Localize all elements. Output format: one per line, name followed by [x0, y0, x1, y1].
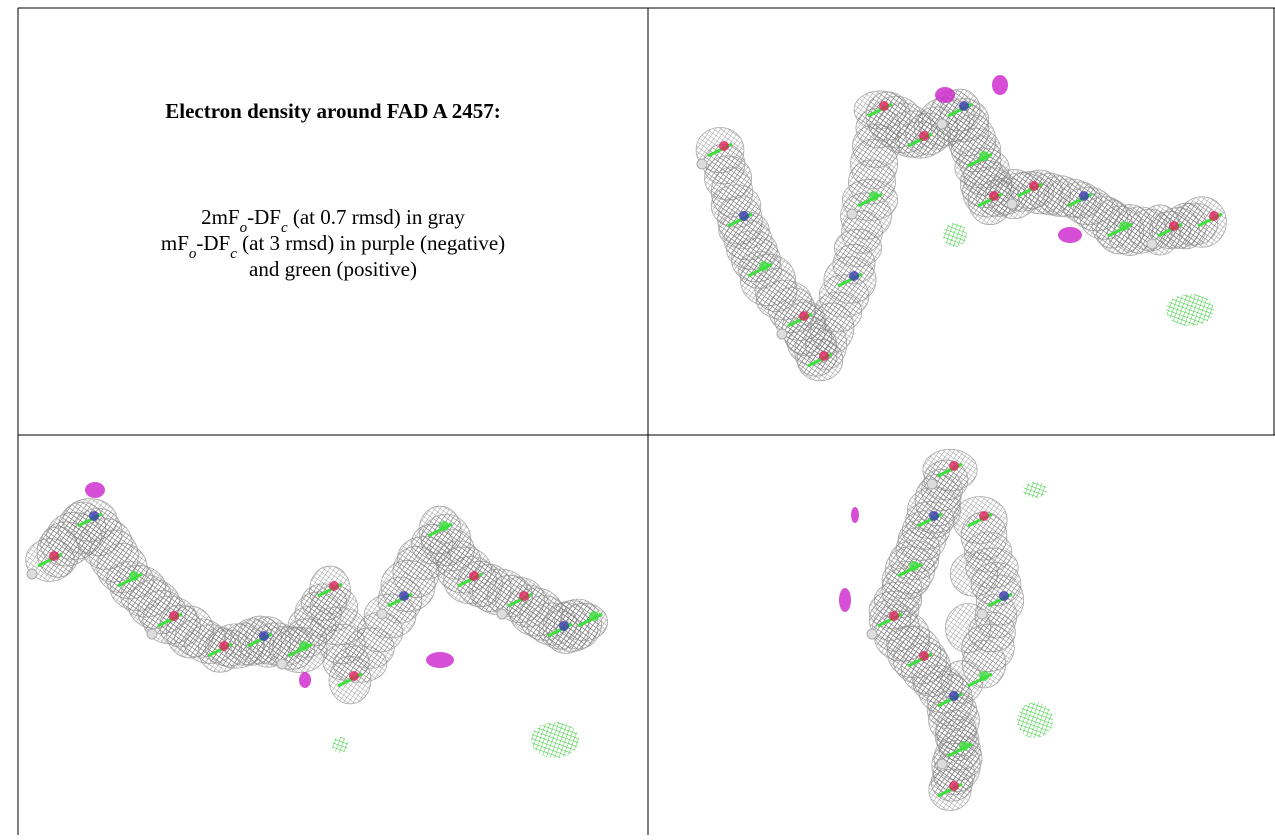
- negative-density: [299, 672, 311, 688]
- hydrogen: [147, 629, 157, 639]
- text-run: (at 3 rmsd) in purple (negative): [237, 231, 505, 255]
- text-run: 2mF: [201, 205, 240, 229]
- negative-density: [851, 507, 859, 523]
- hydrogen: [867, 629, 877, 639]
- atom: [959, 101, 969, 111]
- atom: [949, 691, 959, 701]
- atom: [719, 141, 729, 151]
- hydrogen: [937, 119, 947, 129]
- atom: [519, 591, 529, 601]
- hydrogen: [937, 759, 947, 769]
- hydrogen: [497, 609, 507, 619]
- negative-density: [1058, 227, 1082, 243]
- atom: [349, 671, 359, 681]
- density-map: [26, 482, 608, 758]
- negative-density: [992, 75, 1008, 95]
- atom: [299, 641, 309, 651]
- atom: [129, 571, 139, 581]
- atom: [1079, 191, 1089, 201]
- atom: [439, 521, 449, 531]
- positive-density: [1017, 702, 1053, 738]
- atom: [869, 191, 879, 201]
- atom: [949, 461, 959, 471]
- density-map: [839, 449, 1053, 810]
- atom: [919, 651, 929, 661]
- positive-density: [1166, 294, 1214, 326]
- caption-line: and green (positive): [249, 257, 417, 281]
- atom: [759, 261, 769, 271]
- hydrogen: [847, 209, 857, 219]
- hydrogen: [27, 569, 37, 579]
- atom: [1169, 221, 1179, 231]
- density-map: [696, 75, 1226, 381]
- atom: [849, 271, 859, 281]
- hydrogen: [777, 329, 787, 339]
- atom: [399, 591, 409, 601]
- atom: [979, 671, 989, 681]
- atom: [219, 641, 229, 651]
- text-run: (at 0.7 rmsd) in gray: [288, 205, 466, 229]
- caption-title: Electron density around FAD A 2457:: [165, 99, 500, 123]
- figure: Electron density around FAD A 2457: 2mFo…: [0, 0, 1275, 835]
- negative-density: [935, 87, 955, 103]
- atom: [799, 311, 809, 321]
- atom: [949, 781, 959, 791]
- hydrogen: [277, 659, 287, 669]
- mesh-blob: [1178, 197, 1227, 247]
- atom: [559, 621, 569, 631]
- text-run: mF: [161, 231, 189, 255]
- atom: [879, 101, 889, 111]
- atom: [909, 561, 919, 571]
- positive-density: [943, 223, 967, 247]
- atom: [1119, 221, 1129, 231]
- hydrogen: [697, 159, 707, 169]
- atom: [979, 151, 989, 161]
- text-run: -DF: [196, 231, 230, 255]
- atom: [959, 741, 969, 751]
- negative-density: [426, 652, 454, 668]
- hydrogen: [977, 609, 987, 619]
- atom: [919, 131, 929, 141]
- hydrogen: [1007, 199, 1017, 209]
- text-run: -DF: [247, 205, 281, 229]
- page: Electron density around FAD A 2457: 2mFo…: [0, 0, 1275, 835]
- atom: [1209, 211, 1219, 221]
- atom: [469, 571, 479, 581]
- hydrogen: [927, 479, 937, 489]
- positive-density: [531, 722, 579, 758]
- atom: [979, 511, 989, 521]
- hydrogen: [377, 609, 387, 619]
- atom: [1029, 181, 1039, 191]
- density-panels: [26, 75, 1227, 811]
- atom: [589, 611, 599, 621]
- negative-density: [839, 588, 851, 612]
- atom: [819, 351, 829, 361]
- text-run: and green (positive): [249, 257, 417, 281]
- table-grid: [18, 8, 1275, 835]
- atom: [929, 511, 939, 521]
- atom: [739, 211, 749, 221]
- atom: [889, 611, 899, 621]
- atom: [49, 551, 59, 561]
- atom: [329, 581, 339, 591]
- atom: [89, 511, 99, 521]
- atom: [169, 611, 179, 621]
- positive-density: [1023, 482, 1047, 498]
- negative-density: [85, 482, 105, 498]
- atom: [259, 631, 269, 641]
- positive-density: [332, 737, 348, 753]
- atom: [989, 191, 999, 201]
- atom: [999, 591, 1009, 601]
- hydrogen: [1147, 239, 1157, 249]
